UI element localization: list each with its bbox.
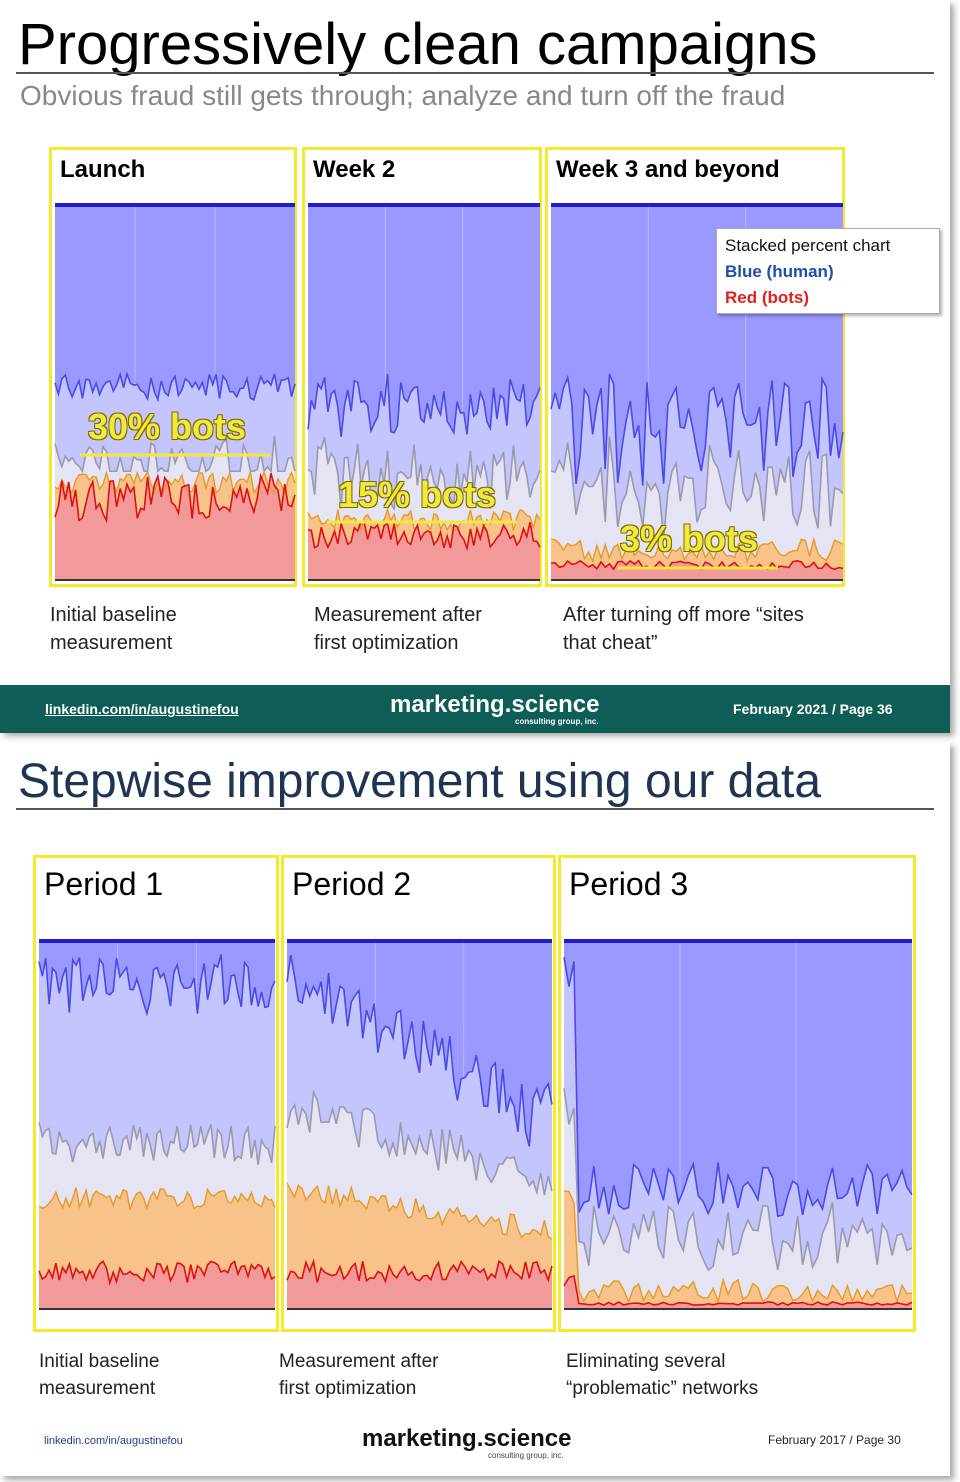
gray-series-line	[38, 1121, 276, 1165]
footer-page: February 2017 / Page 30	[768, 1433, 901, 1447]
stacked-area-chart	[286, 939, 553, 1310]
bots-area	[308, 521, 540, 580]
mixed-area	[564, 1088, 912, 1302]
caption-period-2: Measurement after first optimization	[279, 1348, 438, 1402]
human-series-line	[38, 954, 276, 1017]
chart-panel-period-1: Period 1	[33, 855, 279, 1332]
legend-human: Blue (human)	[725, 262, 834, 281]
human-mid-area	[564, 957, 912, 1271]
human-series-line	[550, 373, 844, 486]
gray-series-line	[286, 1089, 553, 1196]
footer-brand: marketing.science	[362, 1425, 572, 1452]
legend-title: Stacked percent chart	[725, 236, 891, 255]
footer-link[interactable]: linkedin.com/in/augustinefou	[45, 701, 239, 717]
bots-series-line	[54, 472, 296, 524]
orange-series-line	[550, 536, 844, 564]
caption-line: “problematic” networks	[566, 1378, 759, 1399]
mixed-area	[287, 1092, 552, 1240]
caption-period-3: Eliminating several “problematic” networ…	[566, 1348, 758, 1402]
gray-series-line	[563, 1088, 913, 1272]
caption-line: Initial baseline	[39, 1351, 160, 1372]
panel-title: Week 2	[313, 156, 396, 183]
gray-series-line	[307, 437, 541, 512]
stacked-area-chart	[54, 203, 296, 581]
title-divider	[16, 72, 934, 74]
mixed-area	[308, 437, 540, 531]
stacked-area-chart	[307, 203, 541, 581]
human-mid-area	[308, 374, 540, 509]
orange-series-line	[38, 1187, 276, 1211]
bots-area	[551, 560, 843, 580]
footer-brand-sub: consulting group, inc.	[515, 717, 599, 726]
orange-series-line	[286, 1182, 553, 1240]
caption-line: that cheat”	[563, 632, 658, 654]
title-divider	[16, 808, 934, 810]
bots-annotation-week-3: 3% bots	[620, 518, 759, 559]
human-mid-area	[287, 955, 552, 1196]
chart-panel-week-3: Week 3 and beyond	[545, 147, 845, 587]
bots-series-line	[307, 520, 541, 552]
panel-title: Period 3	[569, 866, 689, 902]
suspect-area	[308, 509, 540, 549]
bots-series-line	[550, 559, 844, 571]
footer-brand: marketing.science	[390, 691, 600, 718]
slide-2-footer: linkedin.com/in/augustinefou marketing.s…	[0, 1425, 950, 1465]
slide-1-subtitle: Obvious fraud still gets through; analyz…	[20, 80, 786, 111]
human-mid-area	[39, 954, 275, 1165]
slide-2-title: Stepwise improvement using our data	[18, 755, 822, 808]
caption-week-2: Measurement after first optimization	[314, 601, 482, 657]
gray-series-line	[550, 436, 844, 539]
human-series-line	[286, 955, 553, 1147]
panel-title: Week 3 and beyond	[556, 156, 780, 183]
caption-line: Eliminating several	[566, 1351, 726, 1372]
caption-line: After turning off more “sites	[563, 604, 804, 626]
human-mid-area	[55, 373, 295, 472]
stacked-area-chart	[38, 939, 276, 1310]
caption-line: first optimization	[279, 1378, 417, 1399]
caption-line: Initial baseline	[50, 604, 177, 626]
suspect-area	[551, 539, 843, 570]
orange-series-line	[54, 470, 296, 497]
suspect-area	[287, 1182, 552, 1283]
chart-panel-period-2: Period 2	[281, 855, 556, 1332]
bots-series-line	[286, 1258, 553, 1284]
caption-line: Measurement after	[279, 1351, 439, 1372]
footer-brand-sub: consulting group, inc.	[488, 1451, 564, 1460]
slide-1-footer: linkedin.com/in/augustinefou marketing.s…	[0, 685, 950, 733]
chart-panel-period-3: Period 3	[558, 855, 916, 1332]
caption-line: measurement	[39, 1378, 156, 1399]
panel-title: Launch	[60, 156, 146, 183]
caption-line: measurement	[50, 632, 173, 654]
bots-area	[39, 1261, 275, 1309]
orange-series-line	[563, 1190, 913, 1304]
panel-title: Period 2	[292, 866, 412, 902]
footer-page: February 2021 / Page 36	[733, 701, 893, 717]
suspect-area	[55, 471, 295, 521]
caption-launch: Initial baseline measurement	[50, 601, 177, 657]
human-series-line	[54, 371, 296, 403]
human-series-line	[563, 957, 913, 1218]
orange-series-line	[307, 507, 541, 532]
chart-panel-launch: Launch	[49, 147, 297, 587]
bots-area	[564, 1275, 912, 1309]
chart-panel-week-2: Week 2	[302, 147, 542, 587]
bots-area	[287, 1261, 552, 1309]
stacked-area-chart	[563, 939, 913, 1310]
legend-bots: Red (bots)	[725, 288, 810, 307]
bots-series-line	[38, 1260, 276, 1286]
slide-1-title: Progressively clean campaigns	[18, 12, 818, 77]
bots-annotation-launch: 30% bots	[88, 406, 247, 447]
caption-line: Measurement after	[314, 604, 482, 626]
caption-week-3: After turning off more “sites that cheat…	[563, 601, 804, 657]
suspect-area	[39, 1187, 275, 1283]
human-series-line	[307, 373, 541, 437]
gray-series-line	[54, 435, 296, 474]
chart-legend: Stacked percent chart Blue (human) Red (…	[716, 228, 940, 314]
caption-period-1: Initial baseline measurement	[39, 1348, 159, 1402]
bots-annotation-week-2: 15% bots	[338, 474, 497, 515]
panel-title: Period 1	[44, 866, 164, 902]
caption-line: first optimization	[314, 632, 459, 654]
footer-link[interactable]: linkedin.com/in/augustinefou	[44, 1435, 183, 1447]
bots-series-line	[563, 1274, 913, 1306]
